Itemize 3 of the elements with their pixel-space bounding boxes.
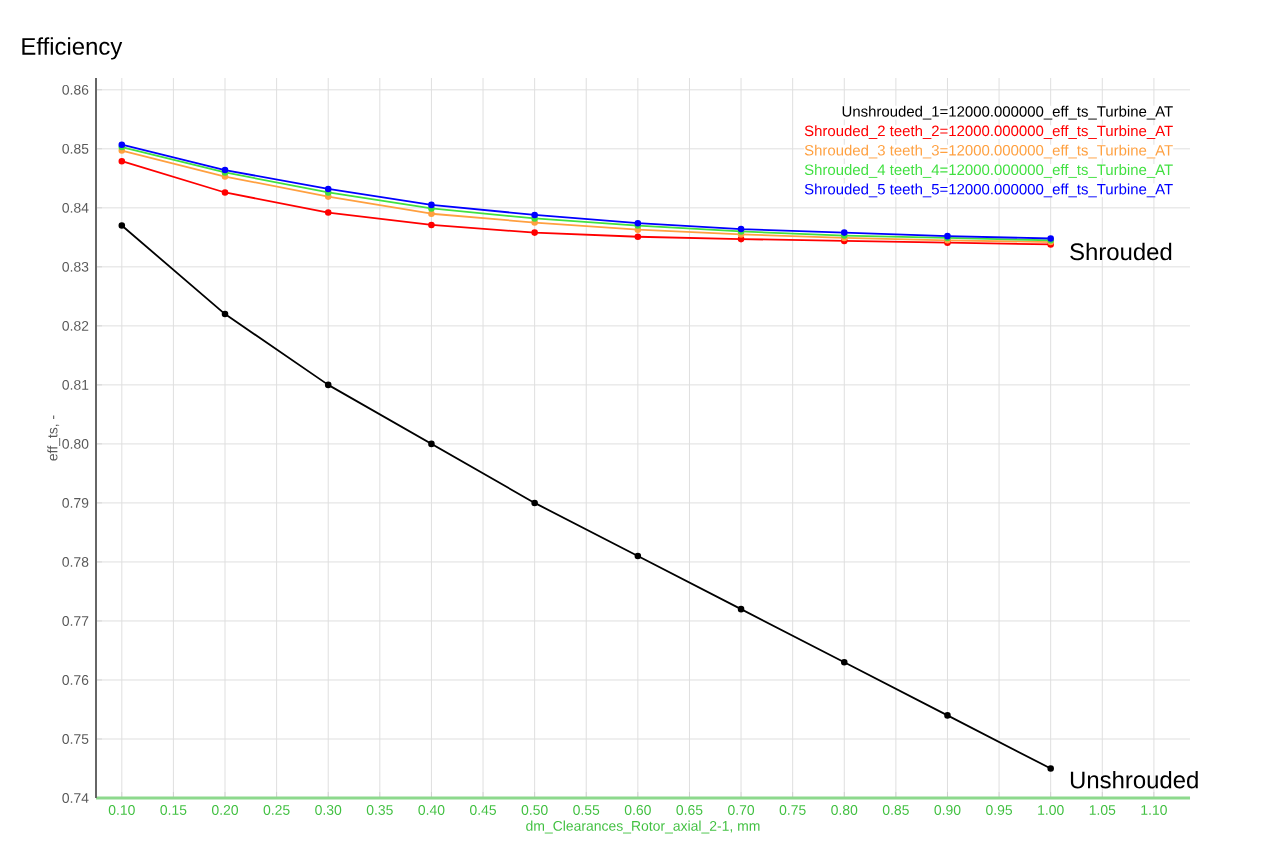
chart-title: Efficiency xyxy=(22,37,123,60)
annotation: Unshrouded xyxy=(1070,770,1198,789)
annotation: Shrouded xyxy=(1070,242,1172,261)
